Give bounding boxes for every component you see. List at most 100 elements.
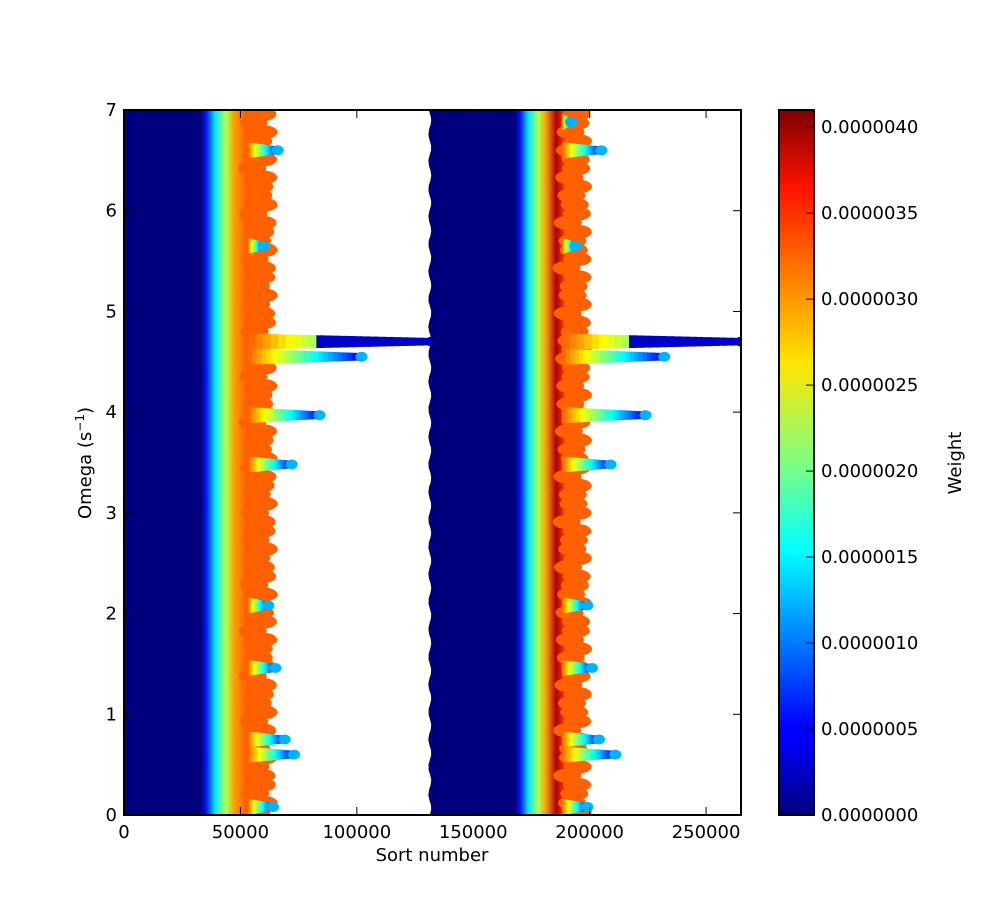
extension-segment xyxy=(599,749,603,760)
extension-tip xyxy=(278,734,291,745)
extension-segment xyxy=(572,407,577,423)
extension-segment xyxy=(265,144,267,156)
extension-segment xyxy=(347,336,356,348)
extension-segment xyxy=(248,799,251,815)
block-1-extension xyxy=(247,456,298,473)
extension-segment xyxy=(258,732,261,747)
extension-segment xyxy=(561,348,567,365)
colorbar-ticks: 0.0000000 0.0000005 0.0000010 0.0000015 0.00… xyxy=(806,117,918,826)
extension-segment xyxy=(570,661,573,675)
extension-segment xyxy=(563,597,566,614)
extension-tip xyxy=(595,145,608,156)
extension-segment xyxy=(308,335,317,349)
extension-segment xyxy=(573,599,576,612)
extension-segment xyxy=(585,734,588,745)
extension-segment xyxy=(400,337,409,346)
extension-segment xyxy=(589,145,592,156)
extension-segment xyxy=(595,749,598,760)
extension-segment xyxy=(280,350,286,364)
extension-segment xyxy=(570,800,572,814)
extension-segment xyxy=(265,802,268,812)
extension-segment xyxy=(696,336,705,347)
extension-segment xyxy=(584,458,587,471)
extension-segment xyxy=(574,599,577,612)
extension-segment xyxy=(270,748,274,761)
extension-segment xyxy=(260,747,264,762)
extension-segment xyxy=(563,456,567,473)
extension-segment xyxy=(248,238,250,254)
extension-segment xyxy=(266,733,269,746)
extension-segment xyxy=(249,660,252,676)
extension-segment xyxy=(272,734,275,745)
extension-segment xyxy=(681,336,690,347)
extension-tip xyxy=(285,459,298,470)
extension-segment xyxy=(564,598,567,613)
extension-segment xyxy=(267,458,271,471)
extension-segment xyxy=(574,349,580,365)
extension-segment xyxy=(608,350,614,363)
extension-segment xyxy=(673,336,682,347)
extension-segment xyxy=(301,334,310,349)
extension-segment xyxy=(247,731,250,748)
extension-segment xyxy=(655,352,661,361)
extension-segment xyxy=(603,409,608,421)
extension-segment xyxy=(313,351,320,363)
extension-segment xyxy=(257,143,260,157)
extension-segment xyxy=(251,799,254,815)
extension-segment xyxy=(267,145,270,156)
block-2-extension xyxy=(561,746,622,763)
extension-segment xyxy=(269,458,272,471)
extension-segment xyxy=(571,457,575,472)
extension-segment xyxy=(583,663,585,673)
y-tick-label: 3 xyxy=(106,503,117,524)
block-2-extension xyxy=(561,456,617,473)
extension-segment xyxy=(573,457,577,472)
extension-segment xyxy=(566,142,569,158)
extension-tip xyxy=(585,662,598,673)
extension-segment xyxy=(606,334,615,349)
extension-segment xyxy=(576,334,585,350)
block-1-extension xyxy=(247,746,300,763)
extension-segment xyxy=(266,145,269,156)
extension-segment xyxy=(252,457,256,472)
extension-segment xyxy=(587,349,593,364)
extension-segment xyxy=(252,660,254,676)
extension-segment xyxy=(256,240,258,252)
extension-segment xyxy=(574,661,577,675)
extension-segment xyxy=(643,335,652,348)
extension-segment xyxy=(339,335,348,348)
extension-segment xyxy=(304,350,310,363)
extension-segment xyxy=(248,660,251,676)
extension-segment xyxy=(347,352,353,361)
extension-segment xyxy=(573,800,576,813)
block-1-extension xyxy=(247,659,282,676)
extension-segment xyxy=(253,800,256,814)
extension-segment xyxy=(591,350,597,364)
extension-segment xyxy=(351,352,358,361)
extension-segment xyxy=(562,238,564,254)
extension-segment xyxy=(564,799,567,815)
extension-segment xyxy=(247,798,249,815)
extension-segment xyxy=(250,799,253,815)
extension-segment xyxy=(263,144,266,156)
extension-segment xyxy=(570,349,576,365)
extension-segment xyxy=(584,748,587,761)
extension-segment xyxy=(591,145,594,155)
extension-segment xyxy=(283,409,287,421)
extension-segment xyxy=(255,661,258,675)
extension-segment xyxy=(586,458,589,471)
block-2-extension xyxy=(561,142,608,159)
extension-segment xyxy=(256,732,259,747)
extension-segment xyxy=(256,407,260,423)
extension-segment xyxy=(310,411,315,420)
extension-segment xyxy=(256,349,263,365)
extension-segment xyxy=(580,662,583,674)
y-tick-label: 4 xyxy=(106,402,117,423)
extension-segment xyxy=(248,597,250,614)
extension-segment xyxy=(567,598,569,613)
extension-segment xyxy=(261,144,264,157)
extension-segment xyxy=(579,748,583,762)
block-1-extension xyxy=(247,348,368,365)
extension-segment xyxy=(578,801,581,813)
extension-segment xyxy=(332,352,339,362)
